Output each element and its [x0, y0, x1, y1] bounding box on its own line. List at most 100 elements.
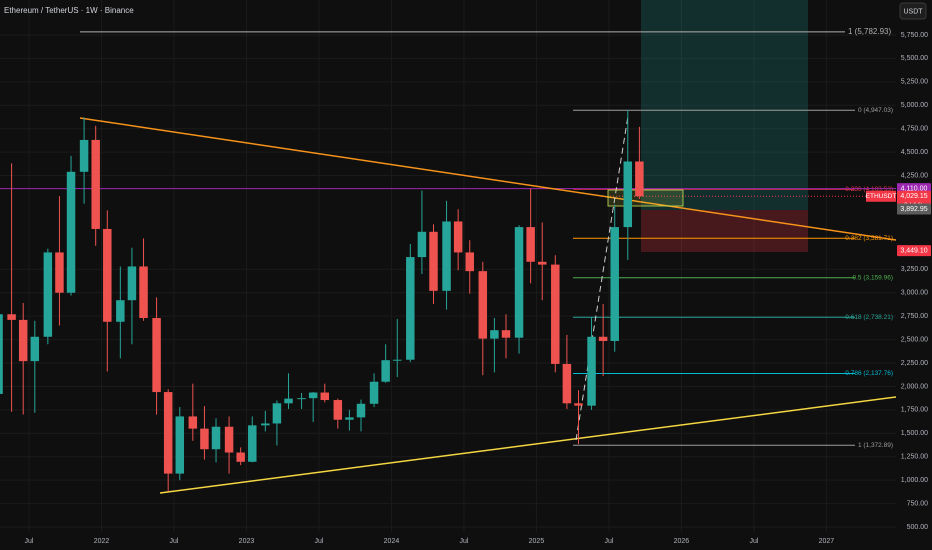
- candle-body: [381, 360, 390, 382]
- fib-label: 0.786 (2,137.76): [845, 370, 893, 377]
- candle-body: [103, 228, 112, 322]
- candle-body: [272, 403, 282, 424]
- loss-zone: [641, 210, 808, 252]
- y-tick-label: 5,250.00: [901, 79, 928, 86]
- candle-body: [224, 426, 234, 453]
- candle-body: [116, 300, 125, 322]
- candle-body: [393, 359, 402, 361]
- target-label: 1 (5,782.93): [848, 27, 891, 36]
- y-tick-label: 500.00: [907, 524, 929, 531]
- candle-body: [7, 314, 16, 320]
- zone-box: [607, 189, 684, 207]
- x-tick-label: 2027: [819, 538, 835, 545]
- candle-body: [320, 392, 330, 401]
- candle-body: [598, 336, 608, 341]
- candle-body: [465, 252, 474, 272]
- levels: 1 (5,782.93) 0 (4,947.03) 0.236 (4,103.53)…: [0, 27, 896, 449]
- candle-body: [610, 227, 619, 341]
- y-tick-label: 1,250.00: [901, 454, 928, 461]
- y-tick-label: 2,000.00: [901, 383, 928, 390]
- candle-body: [442, 221, 451, 291]
- candle-body: [188, 416, 198, 429]
- candle-body: [18, 319, 28, 362]
- y-tick-label: 4,250.00: [901, 172, 928, 179]
- x-tick-label: Jul: [749, 538, 758, 545]
- x-tick-label: 2026: [674, 538, 690, 545]
- candle-body: [152, 318, 161, 393]
- candle-body: [139, 266, 148, 319]
- candle-body: [127, 266, 137, 301]
- price-tag-label: 3,892.95: [900, 206, 927, 213]
- candle-body: [308, 392, 318, 399]
- symbol-tag: [866, 190, 896, 202]
- projection-line: [575, 115, 629, 441]
- candle-body: [537, 261, 547, 265]
- y-tick-label: 4,500.00: [901, 149, 928, 156]
- candle-body: [333, 400, 343, 420]
- profit-zone: [641, 0, 808, 210]
- price-tag: [897, 245, 931, 257]
- candle-body: [429, 231, 438, 291]
- x-tick-label: 2024: [384, 538, 400, 545]
- candle-body: [574, 403, 583, 406]
- candle-body: [284, 398, 293, 404]
- candle-body: [490, 330, 499, 339]
- candle-body: [526, 227, 535, 262]
- y-tick-label: 5,000.00: [901, 102, 928, 109]
- trend-line: [79, 117, 897, 241]
- y-tick-label: 1,750.00: [901, 407, 928, 414]
- x-tick-label: Jul: [170, 538, 179, 545]
- fib-label: 0.236 (4,103.53): [845, 186, 893, 193]
- candle-body: [356, 403, 366, 418]
- candle-body: [514, 227, 524, 338]
- axes: 500.00 750.00 1,000.00 1,250.00 1,500.00 1,75…: [25, 32, 931, 545]
- candle-body: [236, 452, 245, 462]
- candle-body: [635, 161, 644, 197]
- price-tag-label: 4,110.00: [901, 186, 928, 193]
- y-tick-label: 5,750.00: [901, 32, 928, 39]
- candle-body: [91, 139, 100, 229]
- candle-body: [30, 336, 40, 362]
- candle-body: [562, 363, 572, 404]
- price-tag-label: 3,449.10: [900, 247, 927, 254]
- fib-label: 1 (1,372.89): [858, 442, 893, 449]
- y-tick-label: 750.00: [907, 500, 929, 507]
- candle-body: [297, 398, 306, 400]
- fib-label: 0 (4,947.03): [858, 107, 893, 114]
- x-tick-label: Jul: [459, 538, 468, 545]
- price-axis: [896, 0, 932, 550]
- candle-body: [163, 392, 173, 474]
- y-tick-label: 2,500.00: [901, 336, 928, 343]
- candle-body: [248, 425, 257, 462]
- candle-body: [55, 252, 64, 293]
- y-tick-label: 1,500.00: [901, 430, 928, 437]
- candles: [0, 109, 644, 492]
- fib-label: 0.382 (3,581.71): [845, 235, 893, 242]
- candle-body: [369, 381, 379, 404]
- x-tick-label: Jul: [314, 538, 323, 545]
- candle-body: [261, 423, 270, 426]
- candle-body: [551, 264, 560, 364]
- candle-body: [175, 416, 185, 474]
- fib-label: 0.5 (3,159.96): [853, 274, 893, 281]
- x-tick-label: Jul: [25, 538, 34, 545]
- y-tick-label: 2,750.00: [901, 313, 928, 320]
- candle-body: [43, 252, 53, 337]
- candle-body: [200, 428, 209, 450]
- price-tag-label: 4,029.15: [900, 193, 927, 200]
- candle-body: [211, 426, 221, 450]
- candle-body: [478, 271, 488, 339]
- y-tick-label: 3,000.00: [901, 290, 928, 297]
- candle-body: [345, 417, 354, 420]
- x-tick-label: Jul: [604, 538, 613, 545]
- candle-body: [406, 257, 415, 360]
- y-tick-label: 5,500.00: [901, 55, 928, 62]
- y-tick-label: 3,250.00: [901, 266, 928, 273]
- trend-line: [159, 396, 897, 494]
- x-tick-label: 2025: [529, 538, 545, 545]
- currency-button-label[interactable]: USDT: [903, 8, 923, 15]
- candle-body: [501, 330, 511, 338]
- candle-body: [453, 221, 463, 253]
- currency-button[interactable]: [899, 2, 927, 20]
